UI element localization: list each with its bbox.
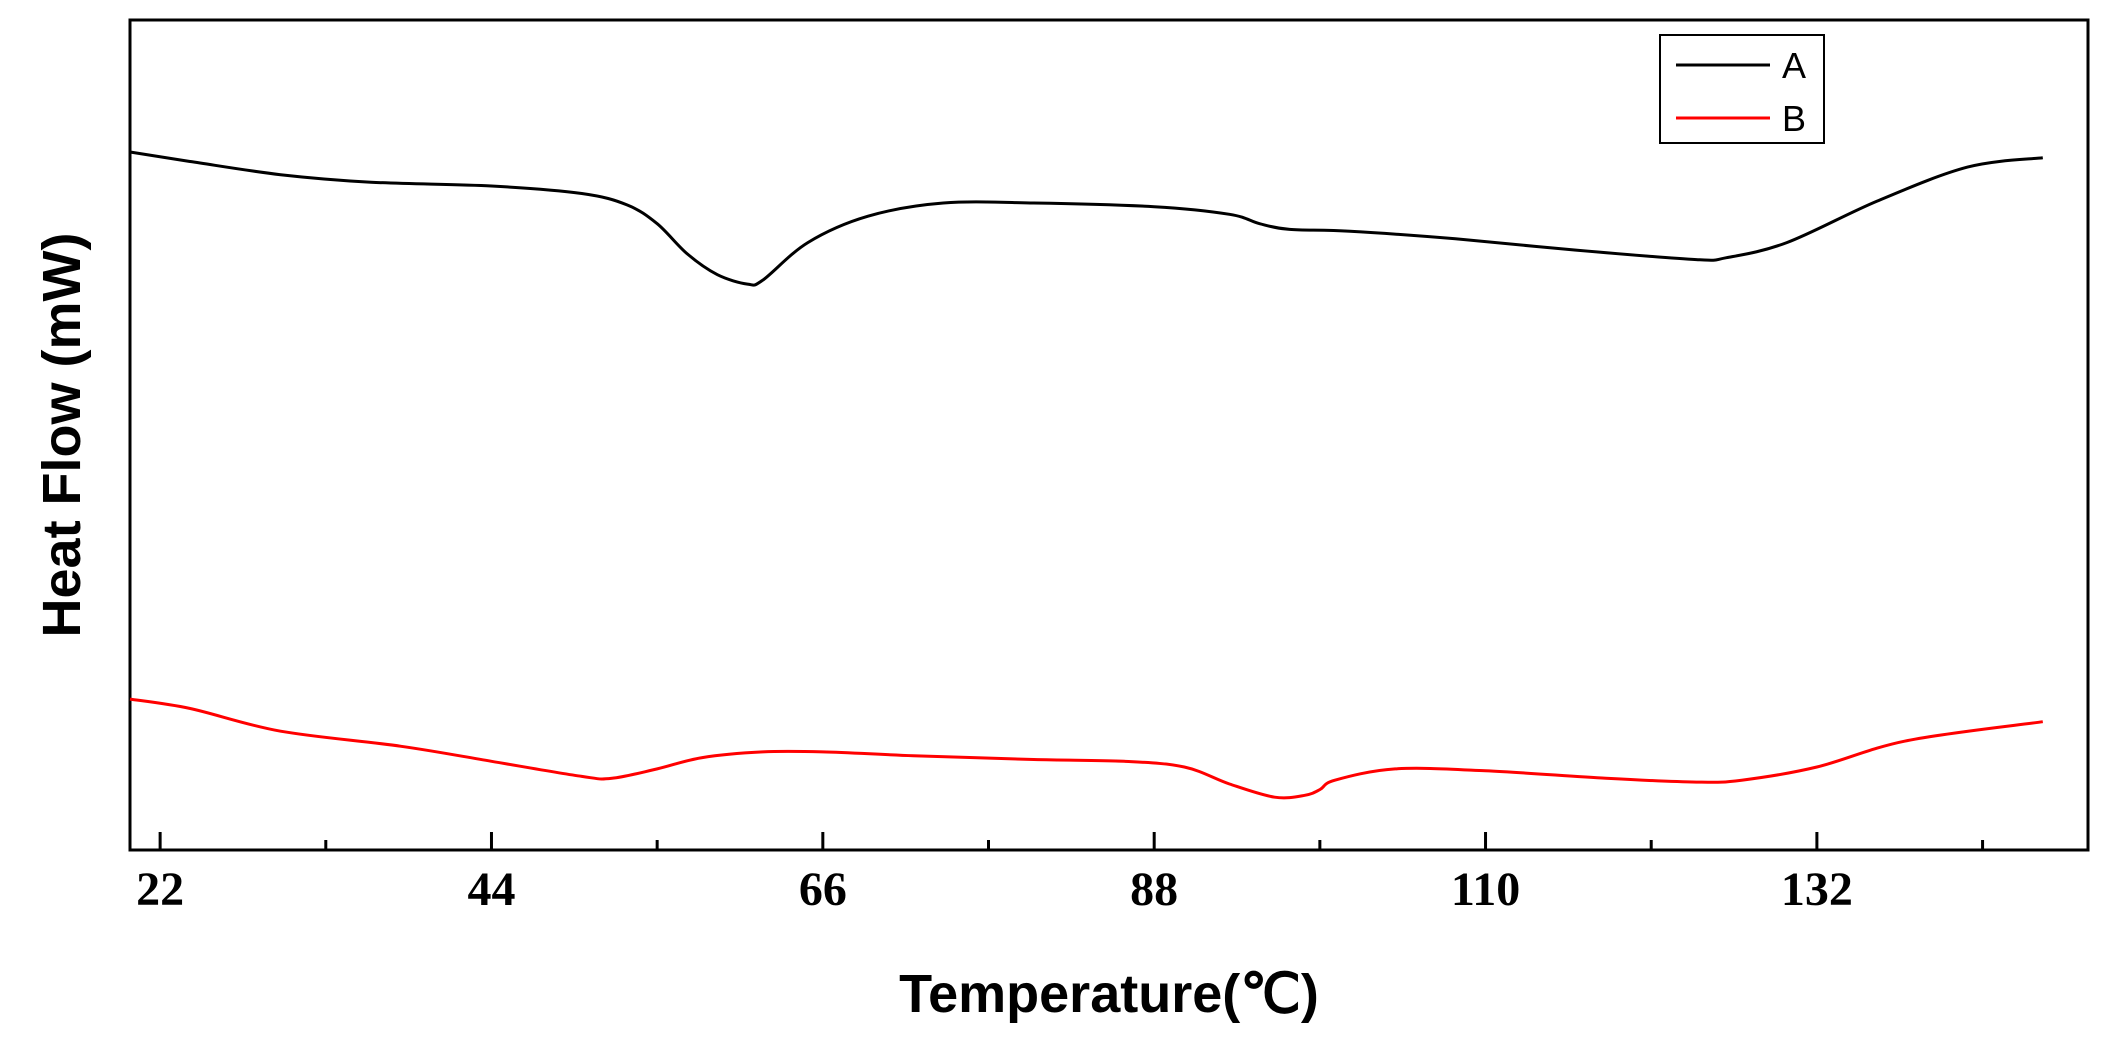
series-line-b [129,697,2044,800]
legend: A B [1659,34,1825,144]
x-tick-label: 22 [136,863,184,916]
x-axis-tick-labels: 22 44 66 88 110 132 [136,863,1853,916]
series-layer [129,150,2044,800]
y-axis-title: Heat Flow (mW) [32,233,92,638]
legend-box [1659,34,1825,144]
x-tick-label: 44 [467,863,515,916]
legend-label-a: A [1782,45,1806,86]
x-tick-label: 110 [1451,863,1520,916]
x-tick-label: 66 [799,863,847,916]
x-axis-ticks [158,832,1985,850]
x-tick-label: 132 [1781,863,1853,916]
series-line-a [129,150,2043,287]
legend-label-b: B [1782,98,1806,139]
x-axis-title: Temperature(℃) [899,964,1319,1024]
plot-frame [128,18,2090,852]
x-tick-label: 88 [1130,863,1178,916]
